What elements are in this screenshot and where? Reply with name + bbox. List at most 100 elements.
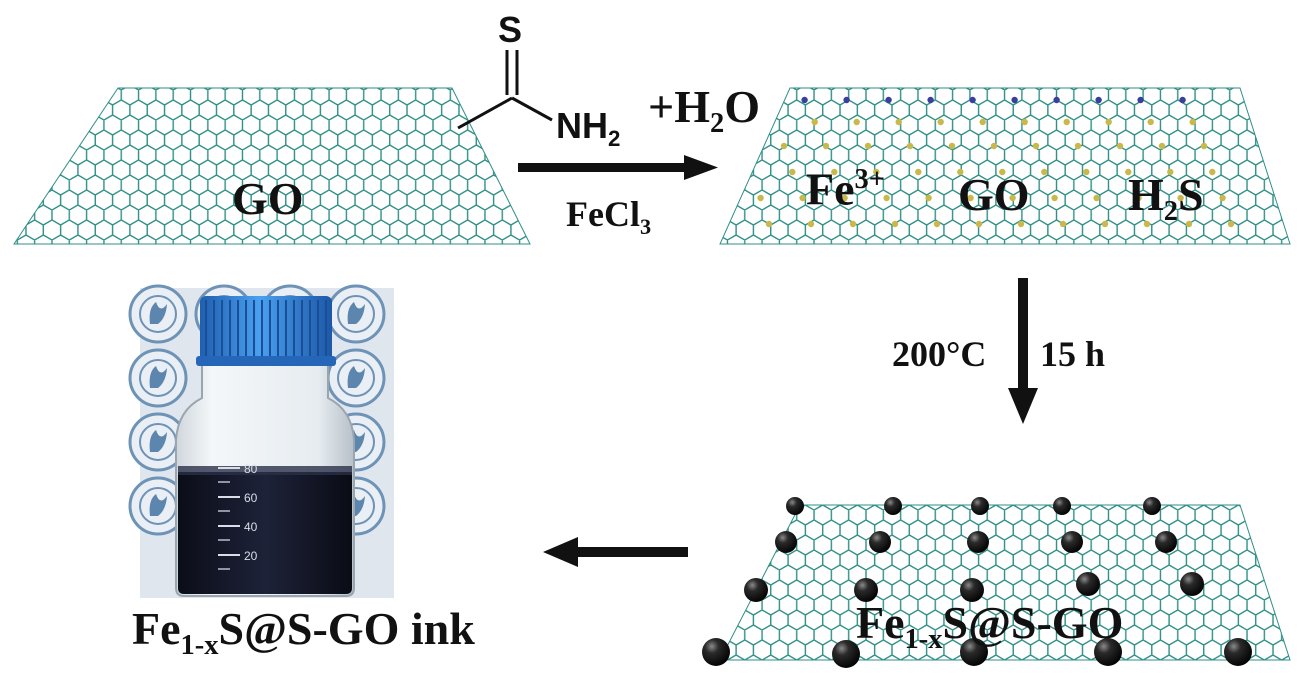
- ion-dot: [1135, 194, 1142, 202]
- temperature-label: 200°C: [892, 334, 987, 374]
- ion-dot: [975, 220, 983, 228]
- ion-dot: [883, 194, 890, 202]
- ink-label: Fe1-xS@S-GO ink: [132, 603, 475, 662]
- ion-dot: [841, 194, 848, 202]
- ion-dot: [979, 118, 986, 126]
- ion-dot: [933, 220, 941, 228]
- iron-sulfide-particle: [786, 497, 804, 515]
- ion-dot: [799, 194, 806, 202]
- iron-sulfide-particle: [775, 531, 797, 553]
- ion-dot: [1105, 118, 1112, 126]
- ion-dot: [967, 194, 974, 202]
- composite-label: Fe1-xS@S-GO: [856, 597, 1124, 656]
- ion-dot: [1189, 118, 1196, 126]
- ion-dot: [1041, 168, 1048, 176]
- ion-dot: [1227, 220, 1235, 228]
- ion-dot: [864, 142, 872, 150]
- iron-sulfide-particle: [1053, 497, 1071, 515]
- go-label-2: GO: [958, 169, 1030, 220]
- iron-sulfide-particle: [1224, 638, 1252, 666]
- iron-ion-label: Fe3+: [806, 163, 886, 215]
- ion-dot: [1158, 142, 1166, 150]
- seal-emblem: [326, 348, 386, 408]
- ion-dot: [1143, 220, 1151, 228]
- iron-sulfide-particle: [971, 497, 989, 515]
- iron-sulfide-particle: [884, 497, 902, 515]
- arrow-right: [518, 155, 718, 180]
- ion-dot: [1147, 118, 1154, 126]
- ion-dot: [990, 142, 998, 150]
- thioacetamide-structure: [457, 50, 553, 130]
- iron-sulfide-particle: [1143, 497, 1161, 515]
- ion-dot: [1125, 168, 1132, 176]
- ion-dot: [1051, 194, 1058, 202]
- ion-dot: [757, 194, 764, 202]
- iron-sulfide-particle: [1155, 531, 1177, 553]
- ion-dots: [757, 96, 1235, 228]
- seal-emblem: [128, 284, 188, 344]
- ion-dot: [1185, 220, 1193, 228]
- ion-dot: [873, 168, 880, 176]
- graduation-label: 80: [244, 462, 258, 476]
- go-sheet-ions: [719, 87, 1291, 245]
- ion-dot: [849, 220, 857, 228]
- ion-dot: [906, 142, 914, 150]
- graduation-label: 20: [244, 549, 258, 563]
- ion-dot: [885, 96, 892, 104]
- ion-dot: [801, 96, 808, 104]
- seal-emblem: [128, 412, 188, 472]
- ion-dot: [1209, 168, 1216, 176]
- ion-dot: [807, 220, 815, 228]
- ion-dot: [915, 168, 922, 176]
- iron-sulfide-particles: [702, 497, 1252, 668]
- iron-sulfide-particle: [869, 531, 891, 553]
- ion-dot: [1021, 118, 1028, 126]
- graduation-marks: 80 60 40 20: [218, 462, 258, 570]
- ion-dot: [1017, 220, 1025, 228]
- ion-dot: [1116, 142, 1124, 150]
- ion-dot: [1009, 194, 1016, 202]
- iron-sulfide-particle: [832, 640, 860, 668]
- ion-dot: [891, 220, 899, 228]
- ion-dot: [1177, 194, 1184, 202]
- iron-sulfide-particle: [960, 638, 988, 666]
- time-label: 15 h: [1040, 334, 1106, 374]
- sulfur-atom-label: S: [498, 9, 523, 50]
- graduation-label: 40: [244, 520, 258, 534]
- go-sheet: [13, 87, 531, 245]
- ion-dot: [1219, 194, 1226, 202]
- ion-dot: [1074, 142, 1082, 150]
- iron-sulfide-particle: [967, 531, 989, 553]
- h2s-label: H2S: [1128, 169, 1204, 228]
- ion-dot: [1093, 194, 1100, 202]
- ion-dot: [937, 118, 944, 126]
- ion-dot: [789, 168, 796, 176]
- iron-sulfide-particle: [854, 578, 878, 602]
- ion-dot: [927, 96, 934, 104]
- ion-dot: [1137, 96, 1144, 104]
- ion-dot: [1167, 168, 1174, 176]
- iron-sulfide-particle: [1076, 572, 1100, 596]
- composite-sheet: [719, 504, 1291, 661]
- ion-dot: [1063, 118, 1070, 126]
- seal-emblem: [128, 348, 188, 408]
- ion-dot: [780, 142, 788, 150]
- iron-sulfide-particle: [744, 578, 768, 602]
- iron-sulfide-particle: [702, 638, 730, 666]
- arrow-down: [1008, 278, 1038, 424]
- iron-sulfide-particle: [1061, 531, 1083, 553]
- iron-sulfide-particle: [1180, 572, 1204, 596]
- ion-dot: [895, 118, 902, 126]
- ion-dot: [969, 96, 976, 104]
- iron-sulfide-particle: [1094, 638, 1122, 666]
- ion-dot: [957, 168, 964, 176]
- ion-dot: [831, 168, 838, 176]
- ion-dot: [853, 118, 860, 126]
- ion-dot: [1095, 96, 1102, 104]
- ion-dot: [999, 168, 1006, 176]
- ion-dot: [822, 142, 830, 150]
- ion-dot: [811, 118, 818, 126]
- iron-sulfide-particle: [960, 578, 984, 602]
- ion-dot: [948, 142, 956, 150]
